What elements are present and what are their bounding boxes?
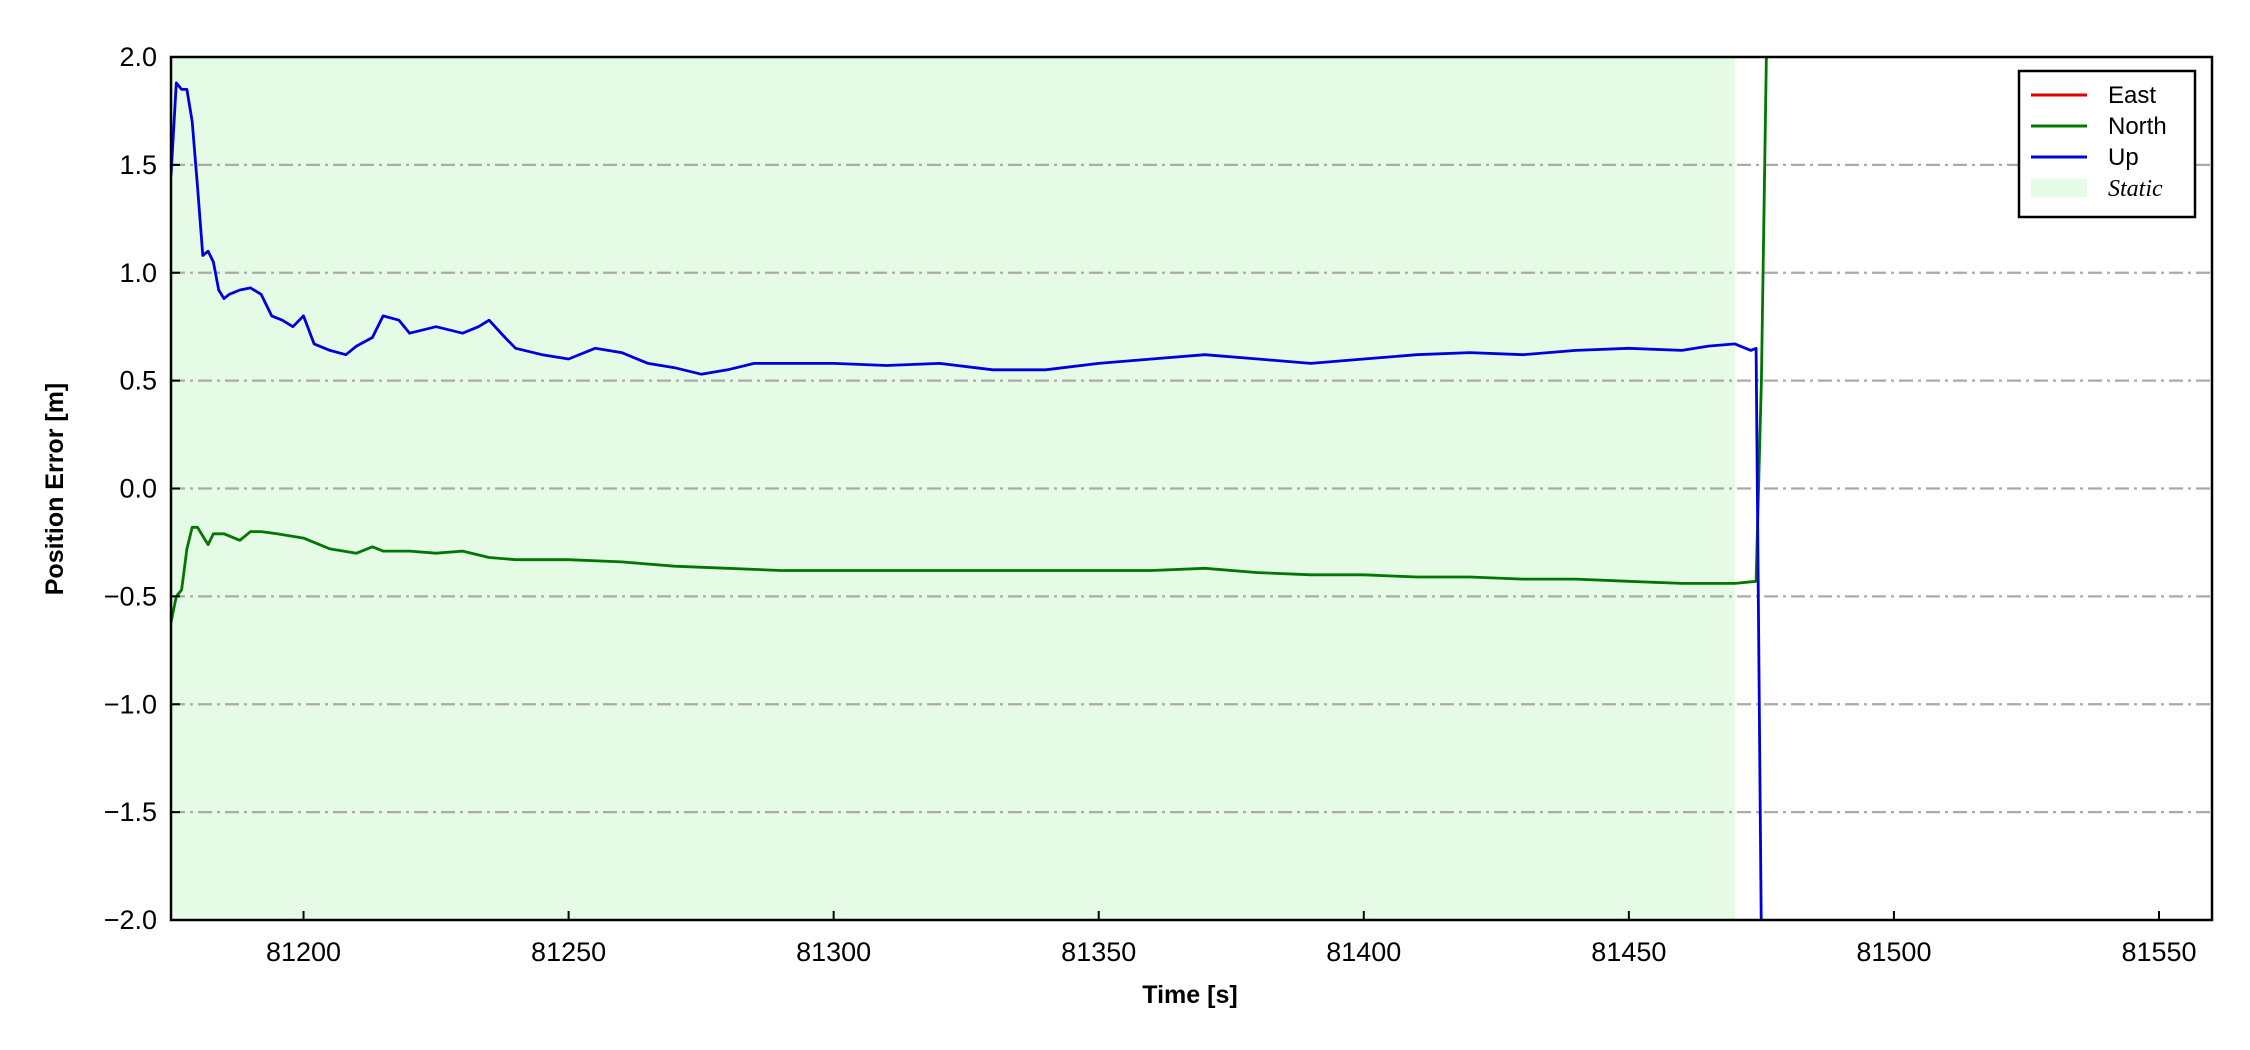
x-tick-label: 81300	[796, 937, 871, 967]
x-tick-label: 81500	[1856, 937, 1931, 967]
legend-swatch-static	[2031, 179, 2087, 197]
x-axis-title: Time [s]	[1142, 981, 1237, 1009]
x-tick-label: 81450	[1591, 937, 1666, 967]
series-line-up	[171, 81, 1763, 920]
x-tick-label: 81550	[2121, 937, 2196, 967]
legend: East North Up Static	[2017, 69, 2197, 219]
y-tick-label: −1.0	[104, 689, 157, 719]
grid-layer	[171, 163, 2212, 814]
y-tick-label: 0.5	[119, 366, 157, 396]
legend-label-east: East	[2108, 82, 2156, 109]
x-tick-label: 81250	[531, 937, 606, 967]
axes-layer: 81200 81250 81300 81350 81400 81450 81500 81550…	[104, 42, 2214, 967]
x-tick-label: 81400	[1326, 937, 1401, 967]
y-tick-label: 0.0	[119, 474, 157, 504]
y-tick-label: −1.5	[104, 797, 157, 827]
y-tick-label: −2.0	[104, 905, 157, 935]
series-layer	[171, 57, 1768, 920]
y-tick-label: 1.0	[119, 258, 157, 288]
x-tick-label: 81350	[1061, 937, 1136, 967]
y-axis-title: Position Error [m]	[41, 383, 69, 596]
y-tick-label: 1.5	[119, 150, 157, 180]
legend-label-static: Static	[2108, 176, 2163, 202]
y-tick-label: −0.5	[104, 581, 157, 611]
series-line-north	[171, 57, 1768, 623]
x-tick-label: 81200	[266, 937, 341, 967]
legend-label-up: Up	[2108, 144, 2139, 171]
y-tick-label: 2.0	[119, 42, 157, 72]
legend-label-north: North	[2108, 113, 2167, 140]
